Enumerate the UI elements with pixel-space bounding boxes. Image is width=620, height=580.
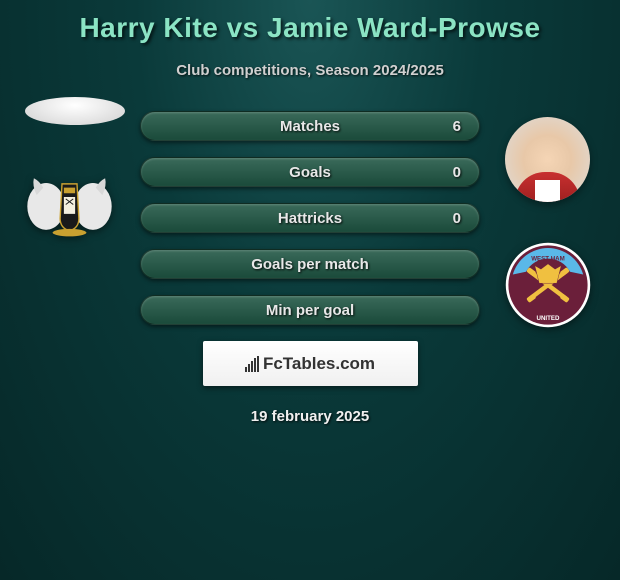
- comparison-content: WEST HAM UNITED Matches 6 Goals 0 Hattri…: [0, 111, 620, 425]
- svg-text:UNITED: UNITED: [537, 315, 560, 322]
- stat-row-min-per-goal: Min per goal: [140, 295, 480, 325]
- player2-avatar: [505, 117, 590, 202]
- stat-row-hattricks: Hattricks 0: [140, 203, 480, 233]
- stat-row-matches: Matches 6: [140, 111, 480, 141]
- stat-value-right: 0: [453, 210, 461, 227]
- stat-row-goals-per-match: Goals per match: [140, 249, 480, 279]
- stat-value-right: 6: [453, 118, 461, 135]
- stat-label: Matches: [280, 118, 340, 135]
- stat-value-right: 0: [453, 164, 461, 181]
- watermark: FcTables.com: [203, 341, 418, 386]
- svg-text:WEST HAM: WEST HAM: [531, 255, 565, 262]
- stat-label: Hattricks: [278, 210, 342, 227]
- stat-label: Min per goal: [266, 302, 354, 319]
- stat-label: Goals per match: [251, 256, 369, 273]
- stat-row-goals: Goals 0: [140, 157, 480, 187]
- stat-label: Goals: [289, 164, 331, 181]
- subtitle: Club competitions, Season 2024/2025: [0, 62, 620, 79]
- page-title: Harry Kite vs Jamie Ward-Prowse: [0, 0, 620, 44]
- watermark-text: FcTables.com: [245, 354, 375, 374]
- chart-icon: [245, 356, 259, 372]
- player1-avatar: [25, 97, 125, 125]
- watermark-label: FcTables.com: [263, 354, 375, 374]
- stat-rows: Matches 6 Goals 0 Hattricks 0 Goals per …: [140, 111, 480, 325]
- player1-club-crest: [22, 167, 117, 242]
- player2-club-crest: WEST HAM UNITED: [504, 241, 592, 329]
- date-text: 19 february 2025: [0, 408, 620, 425]
